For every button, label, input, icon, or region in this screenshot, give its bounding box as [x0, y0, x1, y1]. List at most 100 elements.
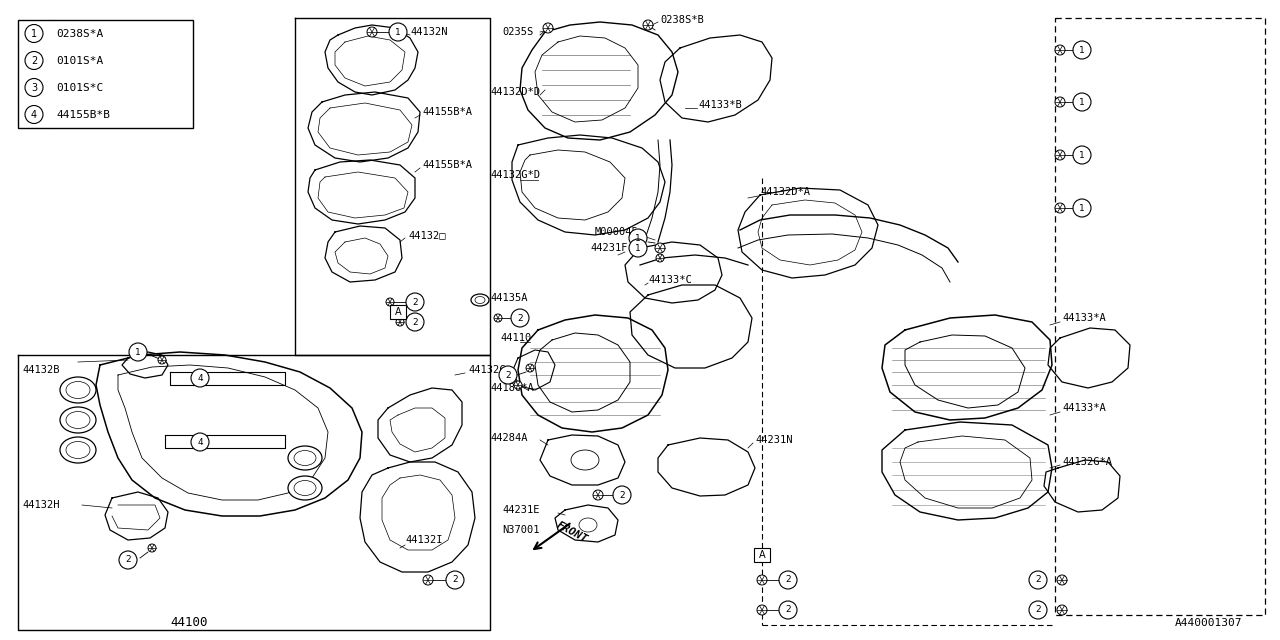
Text: 44133*A: 44133*A [1062, 403, 1106, 413]
Text: 2: 2 [412, 298, 417, 307]
Text: 1: 1 [635, 243, 641, 253]
Ellipse shape [60, 407, 96, 433]
Circle shape [780, 571, 797, 589]
Circle shape [367, 27, 378, 37]
Text: 44135A: 44135A [490, 293, 527, 303]
Text: 1: 1 [1079, 45, 1085, 54]
Text: 44133*A: 44133*A [1062, 313, 1106, 323]
Text: 0238S*B: 0238S*B [660, 15, 704, 25]
Circle shape [157, 356, 166, 364]
Circle shape [499, 366, 517, 384]
Text: 44132G*A: 44132G*A [1062, 457, 1112, 467]
Polygon shape [658, 438, 755, 496]
Text: 1: 1 [396, 28, 401, 36]
Circle shape [628, 229, 646, 247]
Text: 44133*B: 44133*B [698, 100, 741, 110]
Circle shape [1073, 199, 1091, 217]
Circle shape [422, 575, 433, 585]
Text: 44284A: 44284A [490, 433, 527, 443]
Circle shape [1073, 41, 1091, 59]
Polygon shape [308, 160, 415, 224]
Text: 1: 1 [1079, 204, 1085, 212]
Text: 44231E: 44231E [502, 505, 539, 515]
Circle shape [191, 433, 209, 451]
Text: 0235S: 0235S [502, 27, 534, 37]
Ellipse shape [471, 294, 489, 306]
Circle shape [406, 313, 424, 331]
Ellipse shape [288, 476, 323, 500]
Circle shape [1073, 93, 1091, 111]
Text: 1: 1 [635, 234, 641, 243]
Circle shape [396, 318, 404, 326]
Circle shape [756, 605, 767, 615]
Text: 4: 4 [31, 109, 37, 120]
Polygon shape [882, 315, 1052, 420]
Polygon shape [630, 285, 753, 368]
Text: 2: 2 [125, 556, 131, 564]
Polygon shape [360, 462, 475, 572]
Polygon shape [378, 388, 462, 462]
Circle shape [191, 369, 209, 387]
Polygon shape [1048, 328, 1130, 388]
Bar [390, 305, 406, 319]
Circle shape [643, 20, 653, 30]
Text: 44132G*D: 44132G*D [490, 170, 540, 180]
Text: 44133*C: 44133*C [648, 275, 691, 285]
Text: 1: 1 [1079, 150, 1085, 159]
Text: 3: 3 [31, 83, 37, 93]
Polygon shape [1044, 460, 1120, 512]
Text: 44132□: 44132□ [408, 230, 445, 240]
Circle shape [129, 343, 147, 361]
Circle shape [515, 381, 522, 389]
Circle shape [445, 571, 465, 589]
Text: 1: 1 [136, 348, 141, 356]
Text: 44100: 44100 [170, 616, 207, 628]
Circle shape [593, 490, 603, 500]
Polygon shape [739, 188, 878, 278]
Circle shape [1055, 45, 1065, 55]
Circle shape [148, 544, 156, 552]
Polygon shape [96, 352, 362, 516]
Polygon shape [170, 372, 285, 385]
Polygon shape [122, 352, 168, 378]
Circle shape [26, 24, 44, 42]
Ellipse shape [60, 437, 96, 463]
Circle shape [26, 106, 44, 124]
Circle shape [756, 575, 767, 585]
Text: 0238S*A: 0238S*A [56, 29, 104, 38]
Text: 44132I: 44132I [404, 535, 443, 545]
Text: 44231N: 44231N [755, 435, 792, 445]
Ellipse shape [60, 377, 96, 403]
Text: 44155B*B: 44155B*B [56, 109, 110, 120]
Text: M000045: M000045 [595, 227, 639, 237]
Text: 44132C: 44132C [468, 365, 506, 375]
Polygon shape [660, 35, 772, 122]
Text: 44155B*A: 44155B*A [422, 160, 472, 170]
Text: 2: 2 [785, 575, 791, 584]
Polygon shape [512, 350, 556, 390]
Text: 44132N: 44132N [410, 27, 448, 37]
Circle shape [387, 298, 394, 306]
Text: 44186*A: 44186*A [490, 383, 534, 393]
Text: 44155B*A: 44155B*A [422, 107, 472, 117]
Text: 1: 1 [31, 29, 37, 38]
Circle shape [657, 254, 664, 262]
Text: 2: 2 [1036, 575, 1041, 584]
Polygon shape [325, 226, 402, 282]
Circle shape [119, 551, 137, 569]
Text: N37001: N37001 [502, 525, 539, 535]
Text: 2: 2 [620, 490, 625, 499]
Polygon shape [308, 92, 420, 162]
Ellipse shape [288, 446, 323, 470]
Polygon shape [882, 422, 1052, 520]
Circle shape [628, 239, 646, 257]
Circle shape [1055, 97, 1065, 107]
Text: 2: 2 [785, 605, 791, 614]
Text: 44110: 44110 [500, 333, 531, 343]
Circle shape [1055, 203, 1065, 213]
Circle shape [26, 51, 44, 70]
Text: 44132H: 44132H [22, 500, 59, 510]
Circle shape [1057, 605, 1068, 615]
Text: 2: 2 [412, 317, 417, 326]
Circle shape [389, 23, 407, 41]
